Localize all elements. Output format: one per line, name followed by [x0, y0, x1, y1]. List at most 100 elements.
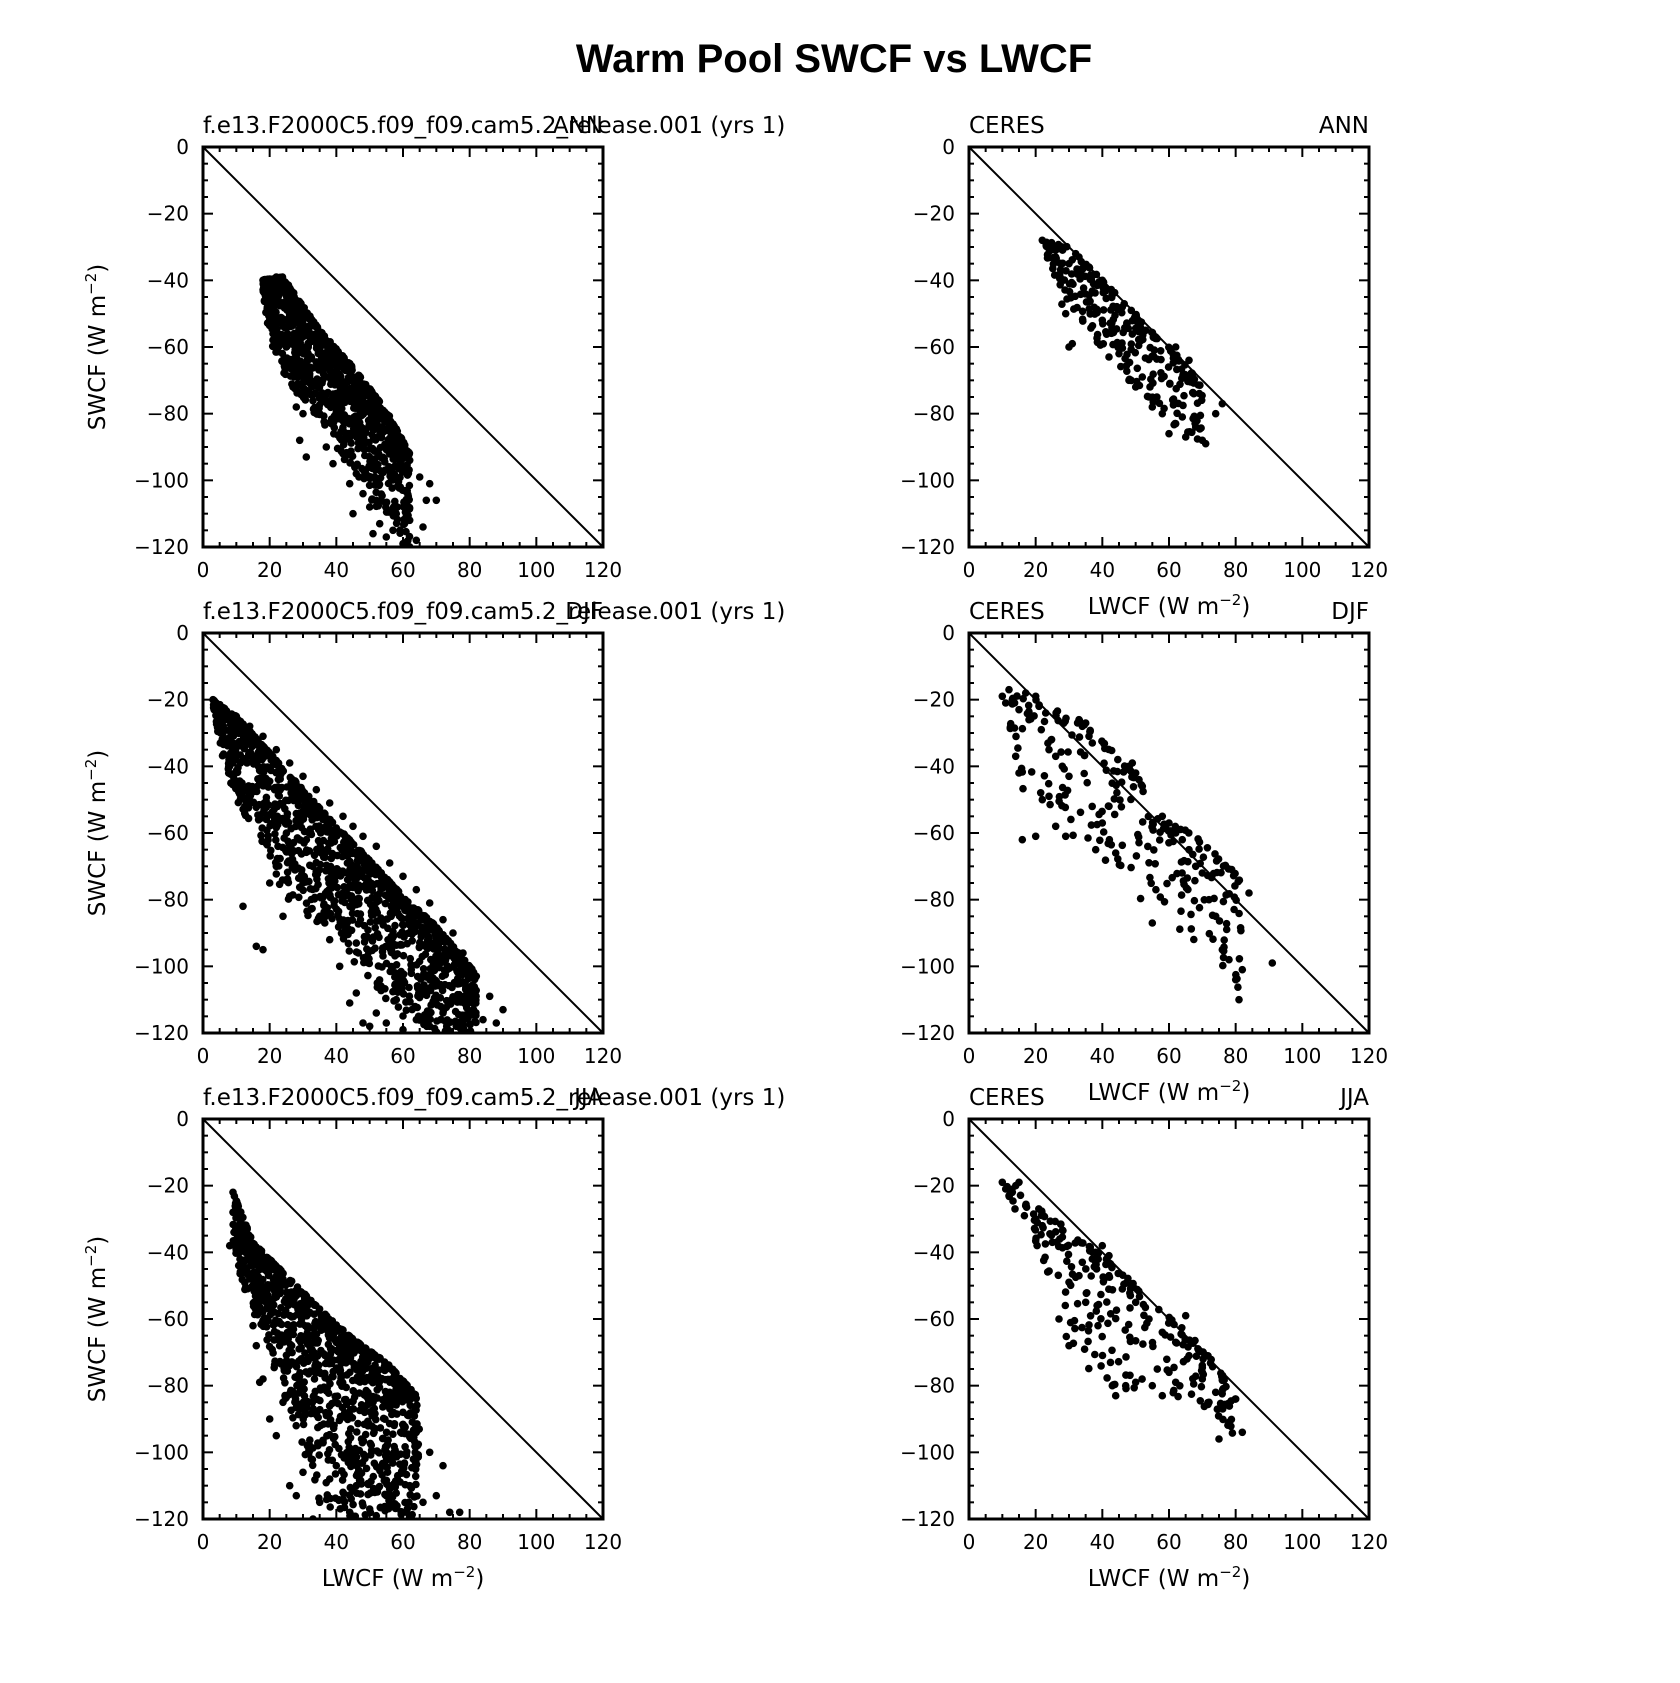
- data-point: [359, 1501, 367, 1510]
- data-point: [1040, 717, 1049, 726]
- data-point: [399, 448, 408, 457]
- y-axis-title-close: ): [85, 264, 111, 273]
- data-point: [330, 897, 339, 905]
- data-point: [1064, 748, 1072, 756]
- data-point: [307, 354, 316, 363]
- data-point: [446, 1000, 455, 1008]
- x-tick-label: 60: [390, 1044, 415, 1068]
- data-point: [1040, 772, 1049, 780]
- data-point: [1163, 879, 1171, 888]
- y-tick-label: −40: [913, 754, 955, 778]
- data-point: [1166, 379, 1174, 388]
- data-point: [259, 1316, 267, 1325]
- data-point: [1184, 377, 1192, 386]
- data-point: [1051, 822, 1060, 831]
- data-point: [260, 296, 269, 305]
- data-point: [1218, 1390, 1226, 1398]
- data-point: [1099, 306, 1108, 314]
- y-tick-label: 0: [942, 135, 955, 159]
- data-point: [265, 316, 274, 325]
- data-point: [1110, 795, 1119, 803]
- data-point: [446, 1018, 455, 1026]
- data-point: [1211, 912, 1220, 921]
- data-point: [407, 912, 416, 921]
- data-point: [238, 779, 246, 787]
- data-point: [249, 1321, 257, 1330]
- data-point: [430, 966, 439, 975]
- data-point: [242, 727, 250, 736]
- data-point: [1045, 243, 1053, 251]
- data-point: [383, 1463, 391, 1472]
- data-point: [355, 399, 364, 408]
- data-point: [275, 336, 284, 345]
- data-point: [351, 862, 359, 870]
- data-point: [1230, 893, 1239, 901]
- data-point: [1185, 845, 1193, 854]
- data-point: [1064, 1241, 1073, 1250]
- data-point: [1100, 759, 1108, 767]
- data-point: [383, 1480, 391, 1488]
- data-point: [1166, 1333, 1175, 1341]
- data-point: [1117, 778, 1126, 786]
- data-point: [352, 939, 361, 947]
- data-point: [1199, 853, 1208, 861]
- data-point: [299, 409, 307, 418]
- data-point: [1084, 834, 1092, 842]
- x-tick-label: 0: [963, 1044, 976, 1068]
- data-point: [1030, 1224, 1039, 1233]
- scatter-panel-3: 0 20 40 60 80 100 120 0 −20 −40 −60 −80 −100 −120 f.e1…: [82, 599, 785, 1068]
- data-point: [352, 373, 361, 381]
- data-point: [281, 370, 290, 379]
- data-point: [259, 276, 267, 285]
- data-point: [345, 947, 354, 955]
- data-point: [324, 828, 332, 836]
- data-point: [259, 945, 267, 954]
- data-point: [339, 354, 348, 362]
- data-point: [299, 1415, 308, 1423]
- data-point: [300, 1293, 309, 1301]
- y-axis-title-text: SWCF (W m: [85, 781, 111, 916]
- y-tick-label: −120: [900, 1021, 955, 1045]
- data-point: [299, 393, 308, 402]
- data-point: [367, 885, 375, 893]
- data-point: [1181, 433, 1190, 441]
- data-point: [372, 488, 381, 497]
- data-point: [333, 410, 342, 418]
- point-group: [998, 685, 1277, 1004]
- data-point: [472, 1018, 480, 1027]
- reference-line: [202, 632, 604, 1034]
- data-point: [231, 755, 239, 764]
- data-point: [1068, 731, 1076, 739]
- data-point: [356, 916, 365, 924]
- data-point: [1099, 1278, 1108, 1286]
- data-point: [1157, 369, 1165, 377]
- data-point: [350, 380, 359, 388]
- data-point: [1123, 319, 1131, 328]
- data-point: [297, 823, 306, 832]
- data-point: [297, 870, 306, 878]
- tick-marks: [202, 632, 604, 1034]
- data-point: [1128, 330, 1137, 338]
- data-point: [352, 989, 361, 997]
- data-point: [1170, 1363, 1178, 1372]
- data-point: [1170, 1386, 1178, 1395]
- data-point: [270, 785, 279, 794]
- data-point: [377, 986, 385, 995]
- data-point: [398, 920, 407, 929]
- data-point: [1115, 349, 1123, 358]
- data-point: [348, 1397, 357, 1406]
- data-point: [335, 828, 344, 836]
- data-point: [1132, 852, 1141, 860]
- data-point: [254, 736, 262, 745]
- x-tick-label: 0: [197, 558, 210, 582]
- data-point: [218, 721, 226, 730]
- data-point: [1183, 874, 1192, 882]
- data-point: [1238, 965, 1247, 974]
- data-point: [359, 832, 367, 841]
- panel-left-label: CERES: [969, 599, 1045, 625]
- data-point: [1219, 897, 1228, 906]
- data-point: [342, 1383, 351, 1392]
- data-point: [1082, 298, 1091, 306]
- data-point: [1065, 287, 1074, 296]
- data-point: [299, 1420, 308, 1429]
